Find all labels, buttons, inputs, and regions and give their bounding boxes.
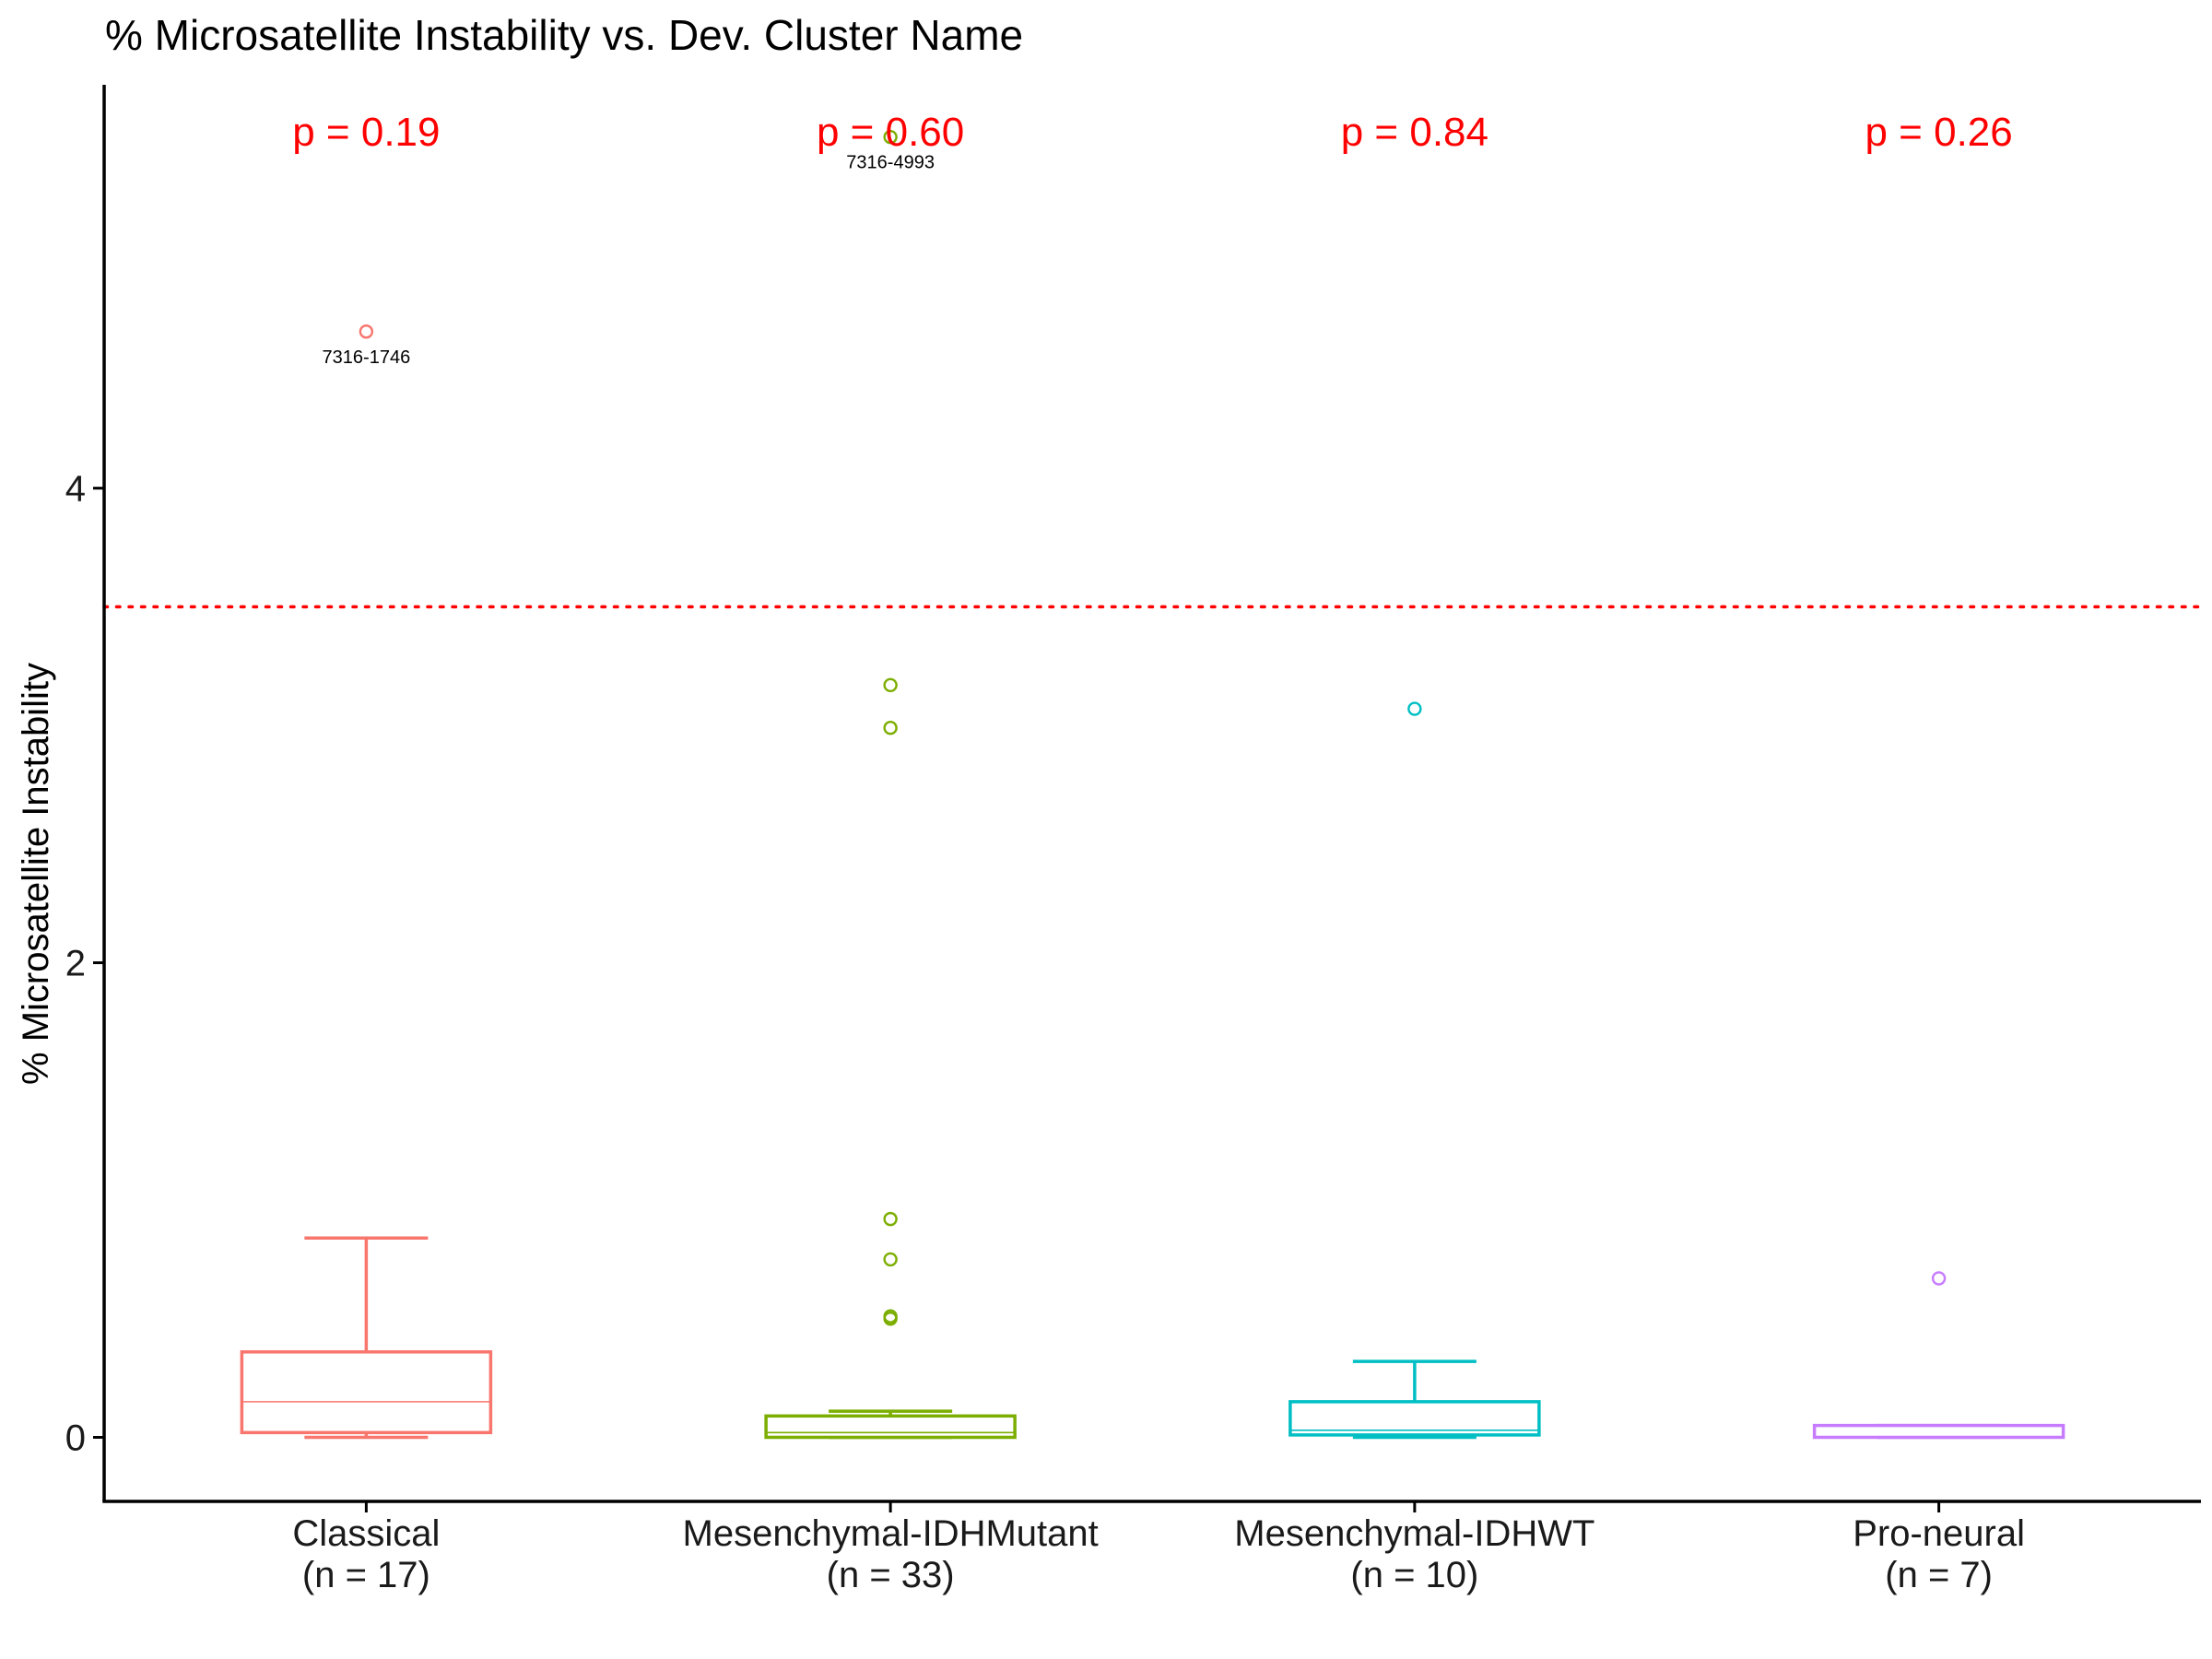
y-tick-label: 4 — [65, 469, 86, 510]
outlier-label: 7316-4993 — [846, 153, 935, 173]
y-tick-label: 0 — [65, 1418, 86, 1458]
group-pro-neural: p = 0.26 — [1812, 110, 2065, 1440]
box — [764, 1414, 1017, 1440]
outlier-point — [883, 721, 898, 735]
y-tick-label: 2 — [65, 944, 86, 984]
x-tick-n-label: (n = 7) — [1885, 1555, 1993, 1595]
outlier-label: 7316-1746 — [323, 347, 411, 368]
p-value-label: p = 0.26 — [1865, 110, 2012, 155]
x-tick-n-label: (n = 17) — [302, 1555, 430, 1595]
y-axis-title: % Microsatellite Instability — [16, 663, 56, 1085]
outlier-point — [359, 324, 374, 339]
p-value-label: p = 0.60 — [817, 110, 964, 155]
x-tick-n-label: (n = 10) — [1350, 1555, 1478, 1595]
box — [240, 1350, 493, 1435]
x-tick-n-label: (n = 33) — [827, 1555, 955, 1595]
chart-title: % Microsatellite Instability vs. Dev. Cl… — [105, 11, 1023, 59]
outlier-point — [883, 1211, 898, 1227]
group-mesenchymal-idhwt: p = 0.84 — [1288, 110, 1541, 1440]
p-value-label: p = 0.84 — [1341, 110, 1488, 155]
outlier-point — [883, 1252, 898, 1267]
x-tick-label: Mesenchymal-IDHWT — [1234, 1513, 1594, 1554]
box — [1288, 1400, 1541, 1437]
outlier-point — [1407, 701, 1422, 716]
p-value-label: p = 0.19 — [292, 110, 440, 155]
x-tick-label: Classical — [292, 1513, 440, 1554]
box — [1812, 1423, 2065, 1440]
x-tick-label: Mesenchymal-IDHMutant — [683, 1513, 1099, 1554]
outlier-point — [883, 129, 898, 145]
outlier-point — [1931, 1271, 1947, 1286]
outlier-point — [883, 1312, 898, 1326]
group-classical: 7316-1746 p = 0.19 — [240, 110, 493, 1440]
x-tick-label: Pro-neural — [1853, 1513, 2025, 1554]
outlier-point — [883, 677, 898, 693]
